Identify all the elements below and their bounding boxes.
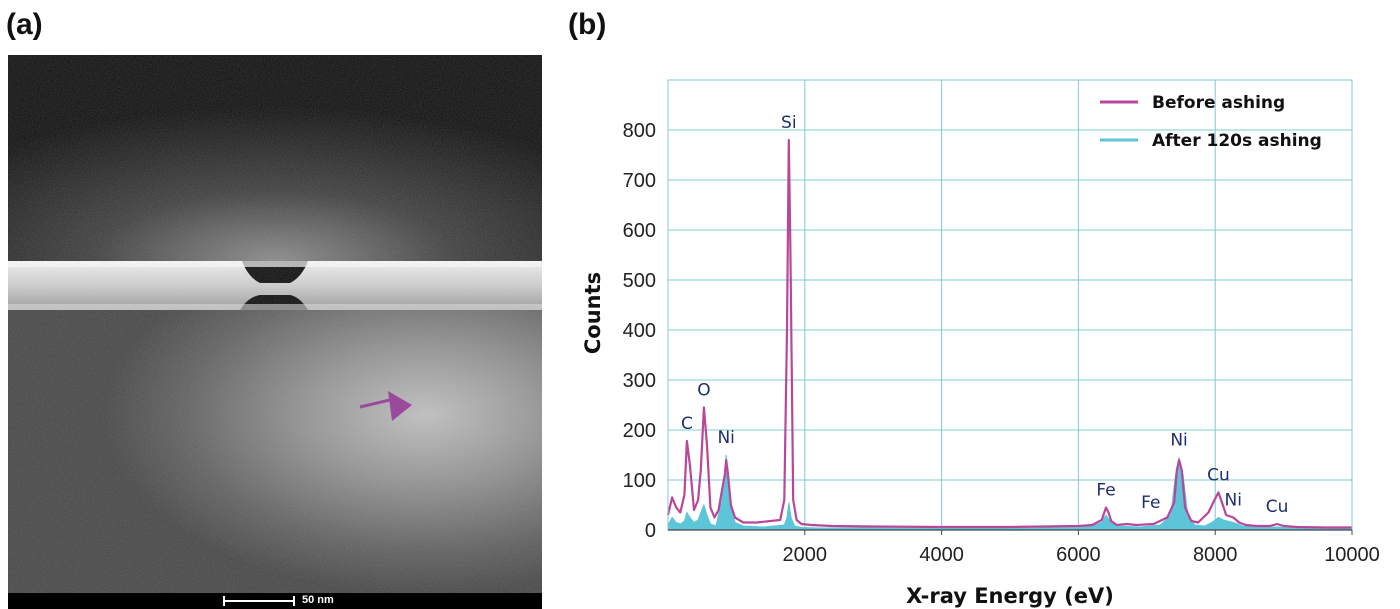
y-tick-label: 800: [623, 120, 656, 142]
legend: Before ashing After 120s ashing: [1100, 93, 1322, 151]
eds-spectrum-chart: 0 100 200 300 400 500 600 700 800 2000 4000 6000 800…: [581, 79, 1380, 608]
y-tick-label: 300: [623, 370, 656, 392]
y-tick-label: 0: [645, 520, 656, 542]
series-before-ashing-line: [666, 138, 1352, 529]
series-layer: [666, 138, 1353, 531]
peak-label: C: [681, 414, 693, 434]
peak-label: Si: [781, 113, 797, 133]
y-tick-label: 500: [623, 270, 656, 292]
peak-label: Cu: [1266, 497, 1289, 517]
x-tick-label: 4000: [919, 544, 964, 566]
legend-label-before: Before ashing: [1152, 93, 1285, 113]
y-tick-label: 600: [623, 220, 656, 242]
axes: [667, 79, 1353, 535]
x-tick-label: 10000: [1324, 544, 1380, 566]
y-tick-label: 700: [623, 170, 656, 192]
scale-bar-strip: 50 nm: [8, 593, 542, 609]
y-tick-label: 400: [623, 320, 656, 342]
y-axis-title: Counts: [581, 272, 605, 354]
arrow-head: [388, 391, 412, 421]
y-tick-label: 100: [623, 470, 656, 492]
peak-label: Fe: [1096, 481, 1115, 501]
scale-bar-label: 50 nm: [302, 594, 334, 606]
peak-label: Ni: [717, 428, 734, 448]
scale-bar-tick-right: [293, 596, 295, 606]
scale-bar-line: [223, 600, 295, 602]
peak-label: Fe: [1141, 493, 1160, 513]
x-tick-label: 6000: [1056, 544, 1101, 566]
y-tick-label: 200: [623, 420, 656, 442]
peak-label: Cu: [1207, 466, 1230, 486]
series-after-ashing-area: [667, 454, 1353, 531]
x-tick-label: 8000: [1193, 544, 1238, 566]
tick-labels: 0 100 200 300 400 500 600 700 800 2000 4000 6000 800…: [623, 120, 1380, 566]
legend-label-after: After 120s ashing: [1152, 131, 1322, 151]
panel-b-label: (b): [568, 8, 607, 41]
tem-micrograph: 50 nm: [8, 55, 542, 609]
peak-label: O: [697, 381, 710, 401]
peak-label: Ni: [1170, 431, 1187, 451]
peak-labels: CO Ni Si Fe Fe Ni Cu Ni Cu: [681, 113, 1288, 517]
peak-label: Ni: [1225, 491, 1242, 511]
panel-a-label: (a): [6, 8, 43, 41]
x-tick-label: 2000: [783, 544, 828, 566]
x-axis-title: X-ray Energy (eV): [906, 584, 1114, 608]
